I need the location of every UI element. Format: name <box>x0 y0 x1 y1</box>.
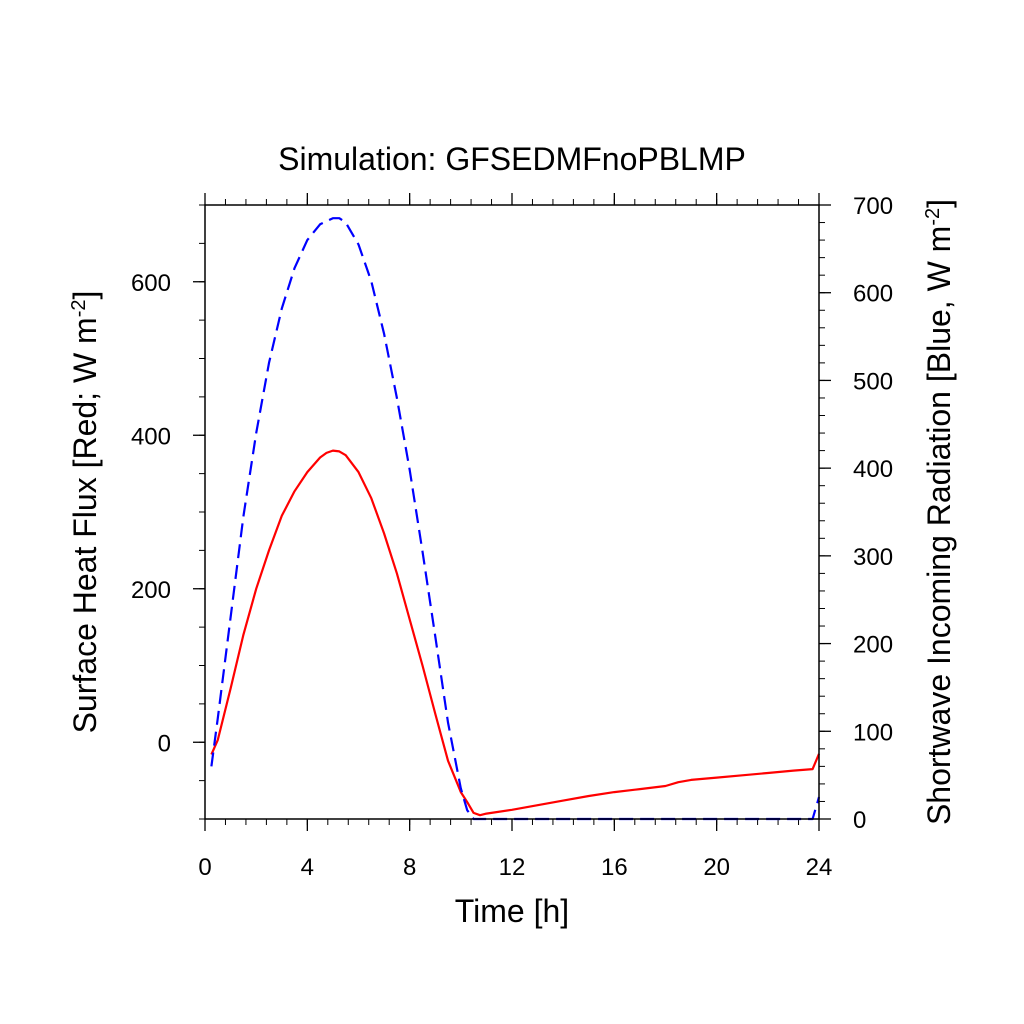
major-ticks <box>193 193 831 831</box>
x-tick-label: 0 <box>198 854 211 881</box>
y-left-title-sup: -2 <box>68 299 90 317</box>
y-right-tick-label: 500 <box>853 368 893 395</box>
x-axis-title: Time [h] <box>455 893 569 929</box>
y-right-tick-label: 200 <box>853 632 893 659</box>
y-right-title-end: ] <box>921 199 957 208</box>
x-tick-label: 8 <box>403 854 416 881</box>
x-tick-labels: 0 4 8 12 16 20 24 <box>198 854 832 881</box>
plot-frame <box>204 204 820 820</box>
y-right-tick-labels: 0 100 200 300 400 500 600 700 <box>853 193 893 834</box>
y-right-tick-label: 0 <box>853 807 866 834</box>
y-left-tick-label: 400 <box>131 423 171 450</box>
y-left-tick-labels: 0 200 400 600 <box>131 270 171 758</box>
y-right-title-main: Shortwave Incoming Radiation [Blue, W m <box>921 226 957 825</box>
y-right-tick-label: 600 <box>853 281 893 308</box>
x-tick-label: 20 <box>703 854 730 881</box>
y-right-tick-label: 100 <box>853 719 893 746</box>
y-right-tick-label: 700 <box>853 193 893 220</box>
x-tick-label: 16 <box>601 854 628 881</box>
y-right-tick-label: 300 <box>853 544 893 571</box>
series-layer <box>210 217 821 821</box>
y-left-tick-label: 200 <box>131 577 171 604</box>
minor-ticks <box>199 199 825 825</box>
y-right-axis-title: Shortwave Incoming Radiation [Blue, W m-… <box>921 199 957 825</box>
y-left-axis-title: Surface Heat Flux [Red; W m-2] <box>67 291 103 734</box>
y-right-tick-label: 400 <box>853 456 893 483</box>
chart-title: Simulation: GFSEDMFnoPBLMP <box>278 141 746 177</box>
x-tick-label: 4 <box>301 854 314 881</box>
y-right-title-sup: -2 <box>922 208 944 226</box>
y-left-tick-label: 0 <box>158 730 171 757</box>
x-tick-label: 12 <box>499 854 526 881</box>
series-line-surface-heat-flux <box>210 449 821 817</box>
x-tick-label: 24 <box>806 854 833 881</box>
series-line-shortwave-radiation <box>210 217 821 821</box>
y-left-tick-label: 600 <box>131 270 171 297</box>
y-left-title-main: Surface Heat Flux [Red; W m <box>67 317 103 733</box>
y-left-title-end: ] <box>67 291 103 300</box>
